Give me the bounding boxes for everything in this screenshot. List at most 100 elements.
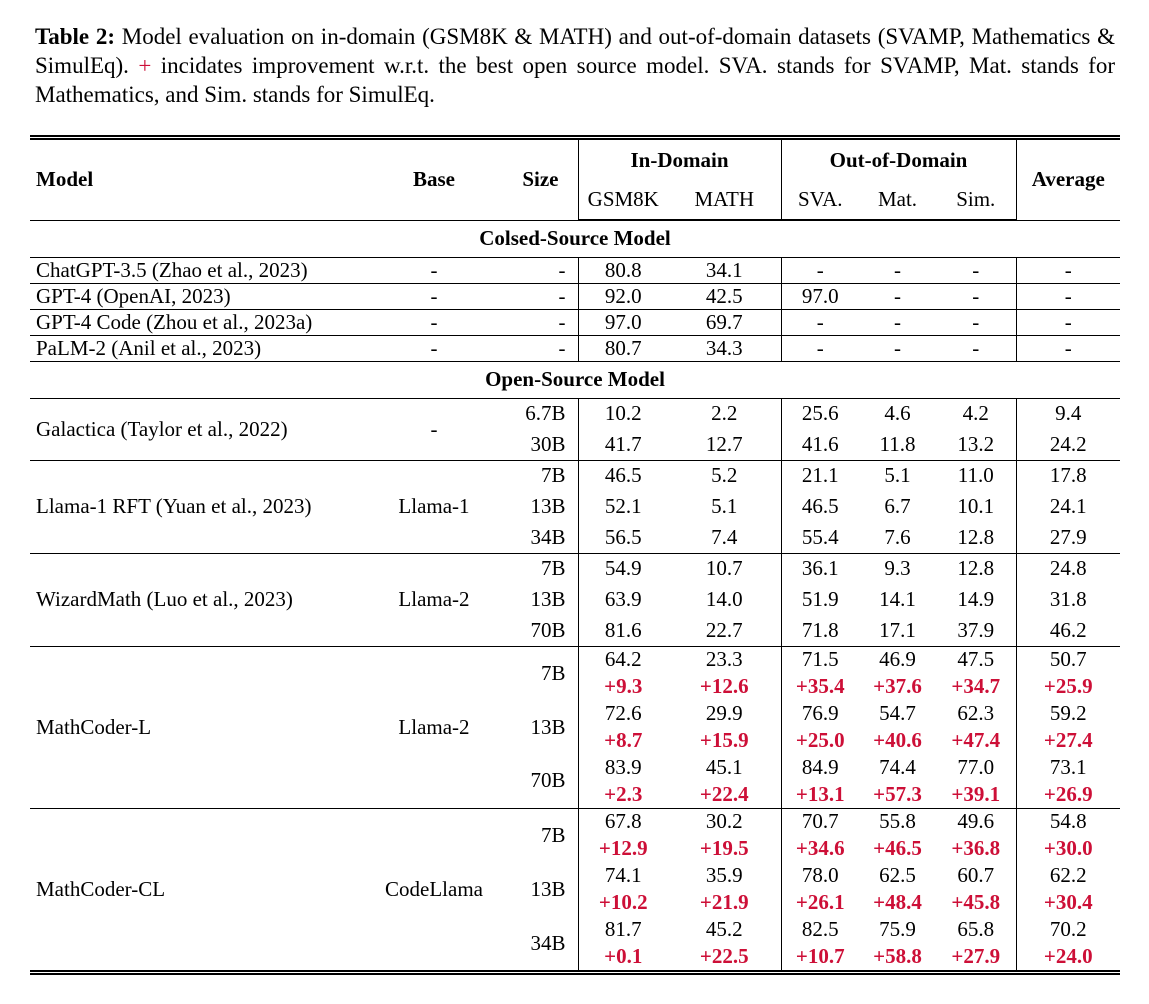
gain-cell: +34.7	[951, 674, 1001, 698]
value-cell: 30.2	[668, 807, 781, 835]
value-cell: 45.1	[705, 755, 743, 779]
value-cell: 4.2	[936, 397, 1017, 429]
base-cell: Llama-2	[374, 645, 494, 808]
base-cell: -	[374, 334, 494, 361]
gain-cell: +24.0	[1015, 943, 1121, 970]
table-row: PaLM-2 (Anil et al., 2023) - -80.7 34.3- - - -	[30, 334, 1121, 361]
value-cell: 22.7	[705, 617, 743, 642]
header-base: Base	[413, 167, 455, 192]
value-cell: 77.0	[957, 755, 995, 779]
value-cell: 41.7	[577, 429, 668, 460]
value-cell: 70.2	[1015, 916, 1121, 943]
section-title-row: Colsed-Source Model	[30, 219, 1121, 258]
value-cell: 36.1	[780, 552, 859, 584]
header-average: Average	[1015, 140, 1121, 220]
value-cell: 71.5	[780, 645, 859, 673]
gain-cell: +25.0	[780, 727, 859, 754]
gain-cell: +34.6	[780, 835, 859, 862]
header-row-groups: Model Base Size In-Domain Out-of-Domain …	[30, 140, 1121, 220]
size-cell: 7B	[494, 459, 578, 491]
value-cell: 81.7	[577, 916, 668, 943]
gain-cell: +27.4	[1015, 727, 1121, 754]
value-cell: 52.1	[577, 491, 668, 522]
size-cell: 7B	[494, 645, 578, 700]
value-cell: 23.3	[668, 645, 781, 673]
value-cell: 21.1	[780, 459, 859, 491]
gain-cell: +26.9	[1015, 781, 1121, 808]
value-cell: -	[780, 256, 859, 283]
header-out-of-domain: Out-of-Domain	[780, 140, 1017, 180]
size-cell: 34B	[530, 524, 566, 549]
value-cell: 60.7	[957, 863, 995, 887]
table-body: Colsed-Source Model ChatGPT-3.5 (Zhao et …	[30, 219, 1121, 970]
value-cell: 12.8	[957, 524, 995, 549]
value-cell: 97.0	[780, 282, 859, 309]
base-cell: Llama-1	[374, 459, 494, 553]
gain-row: +9.3 +12.6 +35.4 +37.6 +34.7 +25.9	[30, 673, 1121, 700]
table-row: 70B 81.6 22.7 71.8 17.1 37.9 46.2	[30, 615, 1121, 646]
value-cell: 74.1	[577, 862, 668, 889]
value-cell: 2.2	[668, 397, 781, 429]
value-cell: 11.8	[879, 431, 916, 456]
base-cell: -	[374, 282, 494, 309]
table-row: Llama-1 RFT (Yuan et al., 2023) Llama-1 7B…	[30, 459, 1121, 553]
header-mat: Mat.	[859, 180, 936, 221]
base-cell: -	[374, 397, 494, 460]
header-sva: SVA.	[780, 180, 859, 221]
value-cell: 10.7	[668, 552, 781, 584]
table-row: 13B 72.6 29.9 76.9 54.7 62.3 59.2	[30, 700, 1121, 739]
size-cell: 70B	[530, 768, 566, 793]
header-model: Model	[36, 167, 94, 192]
model-name-cell: ChatGPT-3.5 (Zhao et al., 2023)	[30, 256, 374, 283]
gain-row: +10.2 +21.9 +26.1 +48.4 +45.8 +30.4	[30, 889, 1121, 916]
value-cell: -	[936, 282, 1017, 309]
header-row-datasets: GSM8K MATH SVA. Mat. Sim.	[30, 180, 1120, 221]
gain-cell: +25.9	[1015, 673, 1121, 700]
model-name-cell: PaLM-2 (Anil et al., 2023)	[30, 334, 374, 361]
gain-cell: +30.0	[1015, 835, 1121, 862]
value-cell: 55.4	[780, 522, 859, 553]
value-cell: 64.2	[577, 645, 668, 673]
value-cell: -	[780, 308, 859, 335]
size-cell: -	[494, 334, 578, 361]
value-cell: 35.9	[705, 863, 743, 887]
size-cell: 7B	[494, 552, 578, 584]
section-title: Open-Source Model	[30, 360, 1121, 399]
value-cell: -	[1015, 334, 1121, 361]
caption-label: Table 2:	[35, 24, 116, 49]
value-cell: 31.8	[1015, 584, 1121, 615]
gain-row: +0.1 +22.5 +10.7 +58.8 +27.9 +24.0	[30, 943, 1121, 970]
value-cell: 46.5	[577, 459, 668, 491]
value-cell: 80.8	[577, 256, 668, 283]
value-cell: 34.3	[668, 334, 781, 361]
gain-cell: +19.5	[699, 836, 749, 860]
value-cell: -	[1015, 282, 1121, 309]
value-cell: 54.7	[879, 701, 916, 725]
header-in-domain: In-Domain	[577, 140, 781, 180]
table-row: 13B 74.1 35.9 78.0 62.5 60.7 62.2	[30, 862, 1121, 901]
gain-cell: +12.6	[699, 674, 749, 698]
value-cell: 5.2	[668, 459, 781, 491]
value-cell: 46.5	[780, 491, 859, 522]
gain-cell: +40.6	[873, 728, 922, 752]
gain-cell: +13.1	[780, 781, 859, 808]
table-row: Galactica (Taylor et al., 2022) -6.7B 10.2…	[30, 397, 1121, 460]
gain-cell: +0.1	[577, 943, 668, 970]
value-cell: 83.9	[577, 754, 668, 781]
value-cell: 13.2	[957, 431, 995, 456]
table-row: 13B 52.1 5.1 46.5 6.7 10.1 24.1	[30, 491, 1121, 522]
header-gsm8k: GSM8K	[577, 180, 668, 221]
gain-cell: +57.3	[873, 781, 922, 806]
value-cell: 82.5	[780, 916, 859, 943]
value-cell: 59.2	[1015, 700, 1121, 727]
value-cell: -	[936, 308, 1017, 335]
size-cell: 13B	[530, 494, 566, 518]
table-row: WizardMath (Luo et al., 2023) Llama-2 7B 54…	[30, 552, 1121, 646]
gain-cell: +22.4	[699, 781, 749, 806]
value-cell: 14.1	[879, 587, 916, 611]
gain-cell: +12.9	[577, 835, 668, 862]
table-row: MathCoder-L Llama-2 7B 64.2 23.3 71.5 46.9 47.5…	[30, 645, 1121, 808]
gain-cell: +21.9	[699, 890, 749, 914]
value-cell: 81.6	[577, 615, 668, 646]
caption-text-1: Model evaluation on in-domain (GSM8K & M…	[35, 24, 1115, 78]
